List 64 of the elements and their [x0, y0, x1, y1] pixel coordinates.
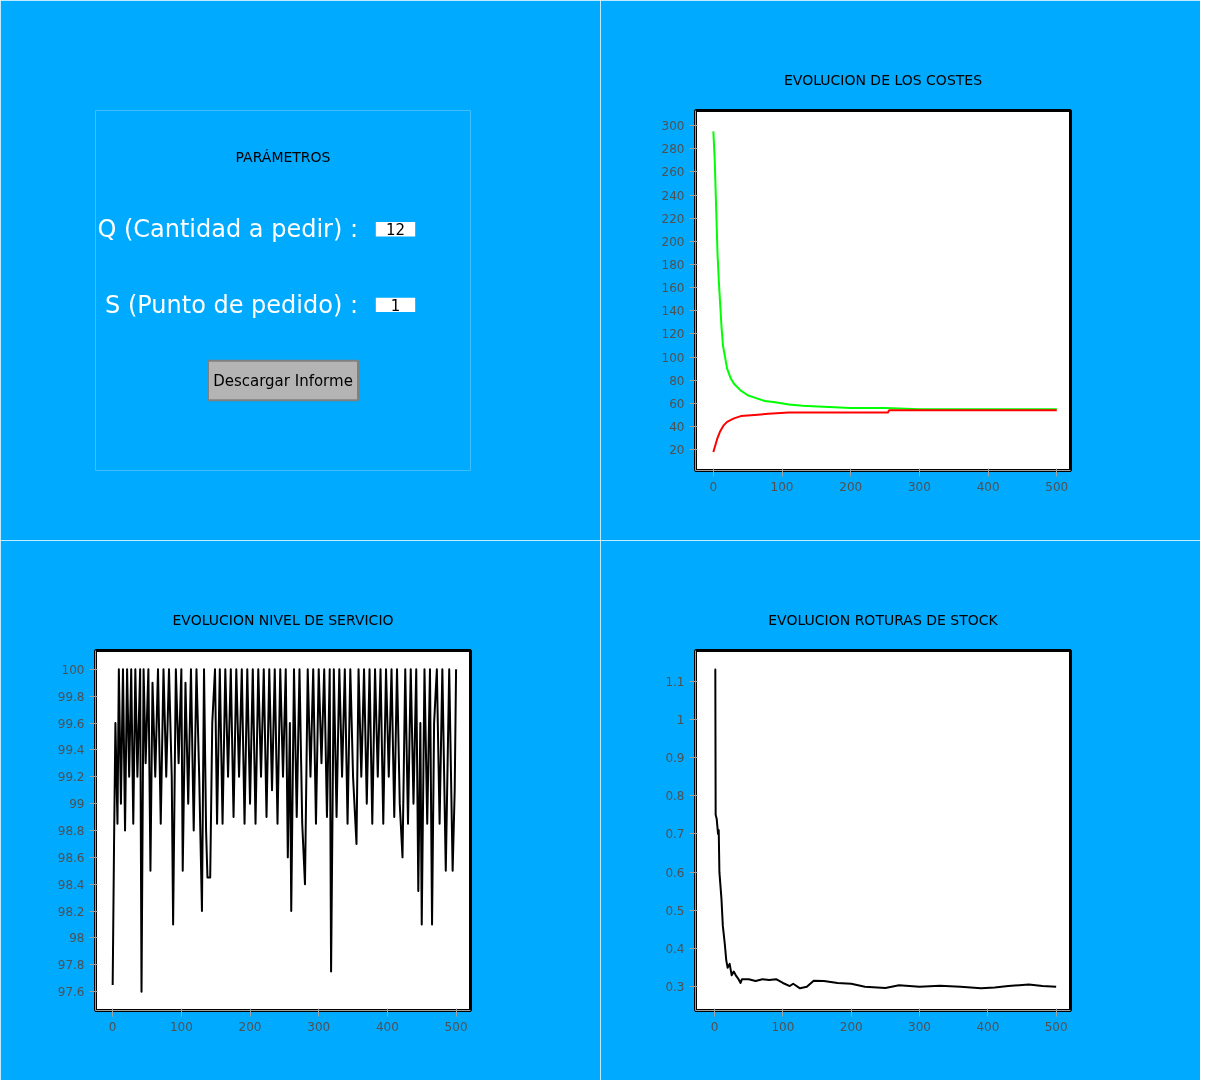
y-tick-label: 100 — [661, 350, 685, 365]
y-tick-label: 0.6 — [665, 865, 685, 880]
y-tick-label: 100 — [61, 662, 85, 677]
x-tick-label: 100 — [169, 1019, 193, 1034]
y-tick-label: 240 — [661, 188, 685, 203]
chart-title: EVOLUCION DE LOS COSTES — [783, 72, 983, 88]
chart-title: EVOLUCION ROTURAS DE STOCK — [768, 612, 999, 628]
y-tick-label: 1 — [676, 712, 685, 727]
y-tick-label: 220 — [661, 211, 685, 226]
y-tick-label: 1.1 — [665, 674, 685, 689]
y-tick-label: 98 — [69, 931, 85, 946]
x-tick-label: 0 — [108, 1019, 117, 1034]
x-tick-label: 200 — [839, 479, 863, 494]
y-tick-label: 0.7 — [665, 827, 685, 842]
y-tick-label: 280 — [661, 142, 685, 157]
y-tick-label: 98.2 — [57, 904, 85, 919]
y-tick-label: 0.8 — [665, 789, 685, 804]
y-tick-label: 99.2 — [57, 770, 85, 785]
text: Q (Cantidad a pedir) : — [97, 215, 358, 244]
y-tick-label: 20 — [669, 443, 685, 458]
x-tick-label: 300 — [908, 1019, 931, 1034]
y-tick-label: 0.5 — [665, 903, 685, 918]
y-tick-label: 98.8 — [57, 824, 85, 838]
x-tick-label: 500 — [1044, 1019, 1068, 1034]
text: Descargar Informe — [213, 371, 353, 390]
x-tick-label: 400 — [976, 479, 1000, 494]
y-tick-label: 97.8 — [57, 958, 85, 973]
x-tick-label: 100 — [770, 479, 794, 494]
y-tick-label: 0.3 — [665, 980, 685, 995]
x-tick-label: 200 — [238, 1019, 262, 1034]
y-tick-label: 99.8 — [57, 689, 85, 704]
y-tick-label: 97.6 — [57, 985, 85, 1000]
y-tick-label: 300 — [661, 119, 685, 134]
x-tick-label: 400 — [375, 1019, 399, 1034]
y-tick-label: 40 — [669, 420, 685, 435]
y-tick-label: 140 — [661, 304, 685, 319]
x-tick-label: 100 — [771, 1019, 795, 1034]
x-tick-label: 500 — [444, 1019, 468, 1034]
x-tick-label: 300 — [907, 479, 931, 494]
y-tick-label: 0.9 — [665, 751, 685, 766]
y-tick-label: 99.6 — [57, 716, 85, 731]
y-tick-label: 0.4 — [665, 942, 685, 957]
y-tick-label: 200 — [661, 234, 685, 249]
x-tick-label: 300 — [307, 1019, 331, 1034]
y-tick-label: 60 — [669, 396, 685, 411]
text: PARÁMETROS — [235, 149, 331, 166]
chart-title: EVOLUCION NIVEL DE SERVICIO — [172, 612, 394, 628]
x-tick-label: 0 — [710, 1019, 719, 1034]
y-tick-label: 120 — [661, 327, 685, 342]
y-tick-label: 98.4 — [57, 877, 85, 892]
y-tick-label: 98.6 — [57, 850, 85, 865]
x-tick-label: 500 — [1045, 479, 1069, 494]
y-tick-label: 99.4 — [57, 743, 85, 758]
x-tick-label: 200 — [839, 1019, 863, 1034]
y-tick-label: 180 — [661, 257, 685, 272]
y-tick-label: 260 — [661, 165, 685, 180]
text: S (Punto de pedido) : — [105, 290, 358, 319]
text: 1 — [390, 296, 401, 315]
y-tick-label: 160 — [661, 281, 685, 296]
y-tick-label: 99 — [69, 797, 85, 812]
y-tick-label: 80 — [669, 373, 685, 388]
x-tick-label: 0 — [709, 479, 718, 494]
text: 12 — [385, 221, 406, 240]
x-tick-label: 400 — [976, 1019, 1000, 1034]
